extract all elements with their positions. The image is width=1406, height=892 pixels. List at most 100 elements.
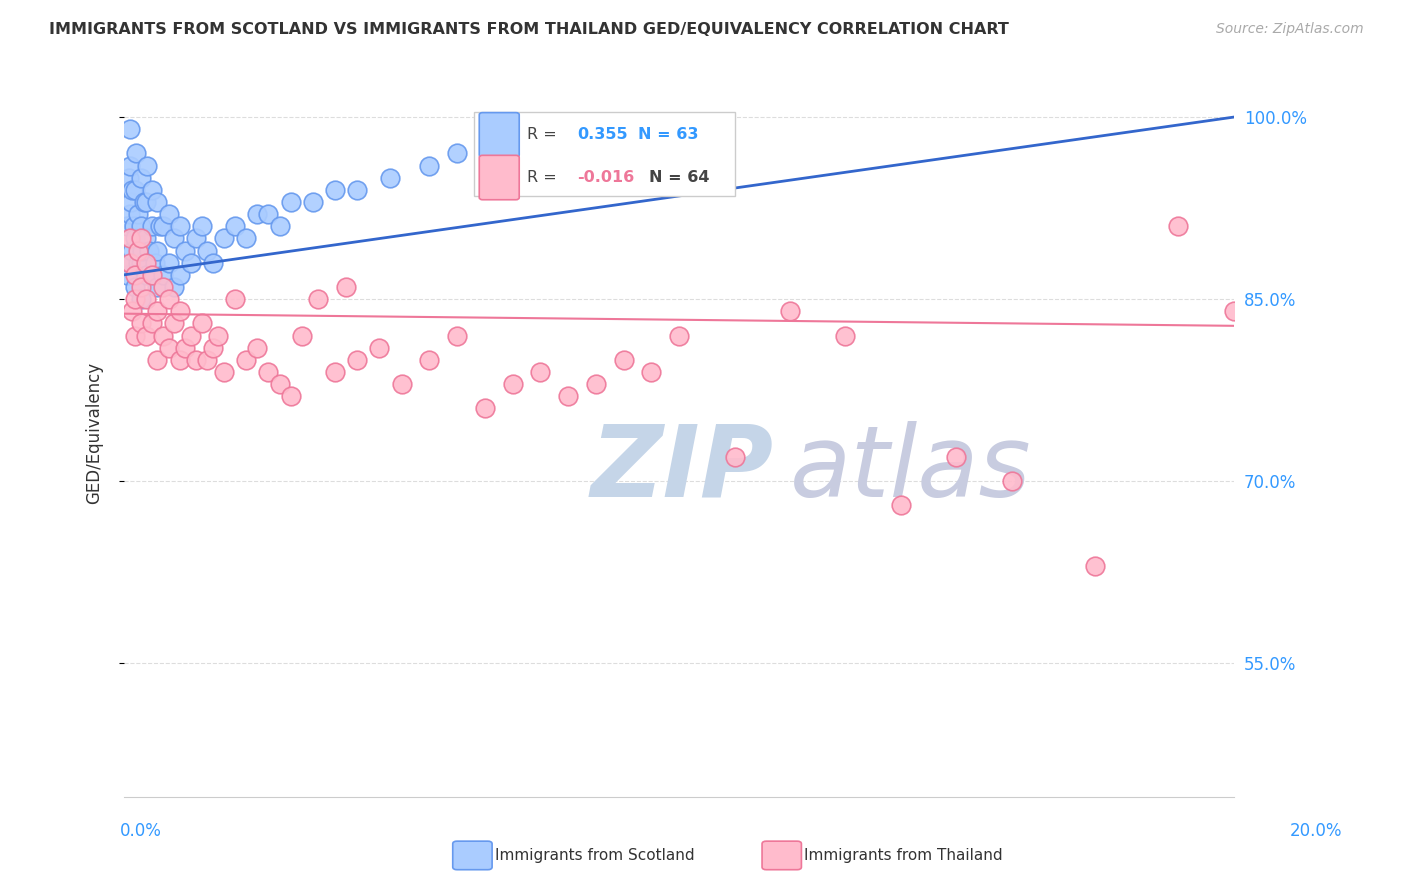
Point	[257, 207, 280, 221]
Point	[141, 268, 163, 282]
Point	[235, 231, 257, 245]
Point	[169, 219, 191, 234]
Point	[152, 268, 174, 282]
Point	[201, 341, 224, 355]
Point	[118, 256, 141, 270]
Point	[201, 256, 224, 270]
Point	[446, 328, 468, 343]
Text: R =: R =	[527, 128, 562, 143]
Point	[124, 292, 146, 306]
Point	[557, 389, 579, 403]
Point	[152, 219, 174, 234]
Point	[118, 256, 141, 270]
Point	[115, 219, 138, 234]
Point	[146, 280, 169, 294]
Point	[169, 352, 191, 367]
Point	[207, 328, 229, 343]
Point	[529, 365, 551, 379]
Text: 0.0%: 0.0%	[120, 822, 162, 840]
Point	[118, 207, 141, 221]
Point	[323, 365, 346, 379]
Point	[124, 183, 146, 197]
Point	[129, 170, 152, 185]
Point	[135, 328, 157, 343]
Point	[191, 317, 214, 331]
Point	[129, 256, 152, 270]
Y-axis label: GED/Equivalency: GED/Equivalency	[86, 361, 103, 504]
Point	[474, 401, 496, 416]
Point	[152, 280, 174, 294]
Point	[157, 341, 180, 355]
Point	[152, 328, 174, 343]
Point	[391, 377, 413, 392]
Point	[1001, 474, 1024, 488]
Point	[122, 219, 145, 234]
Point	[640, 365, 662, 379]
Point	[446, 146, 468, 161]
Point	[118, 122, 141, 136]
Point	[323, 183, 346, 197]
Point	[127, 256, 149, 270]
Point	[890, 499, 912, 513]
Text: ZIP: ZIP	[591, 420, 773, 517]
Point	[146, 244, 169, 258]
Point	[127, 207, 149, 221]
Point	[129, 292, 152, 306]
Point	[121, 244, 143, 258]
Point	[136, 159, 159, 173]
Point	[146, 194, 169, 209]
Point	[269, 377, 291, 392]
Point	[141, 183, 163, 197]
Point	[117, 170, 139, 185]
Point	[346, 183, 368, 197]
Point	[1223, 304, 1246, 318]
Point	[307, 292, 329, 306]
Text: Source: ZipAtlas.com: Source: ZipAtlas.com	[1216, 22, 1364, 37]
Point	[157, 256, 180, 270]
Point	[945, 450, 967, 464]
Text: IMMIGRANTS FROM SCOTLAND VS IMMIGRANTS FROM THAILAND GED/EQUIVALENCY CORRELATION: IMMIGRANTS FROM SCOTLAND VS IMMIGRANTS F…	[49, 22, 1010, 37]
Point	[180, 256, 202, 270]
Point	[124, 268, 146, 282]
Point	[212, 231, 235, 245]
Point	[149, 219, 172, 234]
Point	[157, 207, 180, 221]
Point	[157, 292, 180, 306]
Point	[129, 231, 152, 245]
Point	[146, 352, 169, 367]
Point	[186, 231, 208, 245]
FancyBboxPatch shape	[479, 155, 519, 200]
Point	[138, 244, 160, 258]
Point	[224, 292, 246, 306]
Point	[301, 194, 323, 209]
Point	[163, 317, 186, 331]
Point	[291, 328, 314, 343]
Point	[135, 292, 157, 306]
Point	[124, 328, 146, 343]
Point	[124, 280, 146, 294]
Text: N = 64: N = 64	[650, 170, 710, 185]
Point	[418, 159, 440, 173]
Point	[118, 231, 141, 245]
Point	[280, 194, 302, 209]
Point	[180, 328, 202, 343]
Point	[124, 231, 146, 245]
Point	[135, 231, 157, 245]
Point	[834, 328, 856, 343]
Point	[418, 352, 440, 367]
Text: -0.016: -0.016	[576, 170, 634, 185]
Text: N = 63: N = 63	[638, 128, 699, 143]
Text: atlas: atlas	[790, 420, 1032, 517]
Text: R =: R =	[527, 170, 562, 185]
Point	[169, 268, 191, 282]
Point	[1084, 559, 1107, 574]
Point	[131, 244, 153, 258]
Point	[174, 244, 197, 258]
Point	[723, 450, 745, 464]
Point	[346, 352, 368, 367]
Point	[115, 268, 138, 282]
Point	[135, 256, 157, 270]
Point	[135, 268, 157, 282]
Point	[127, 244, 149, 258]
Point	[121, 304, 143, 318]
